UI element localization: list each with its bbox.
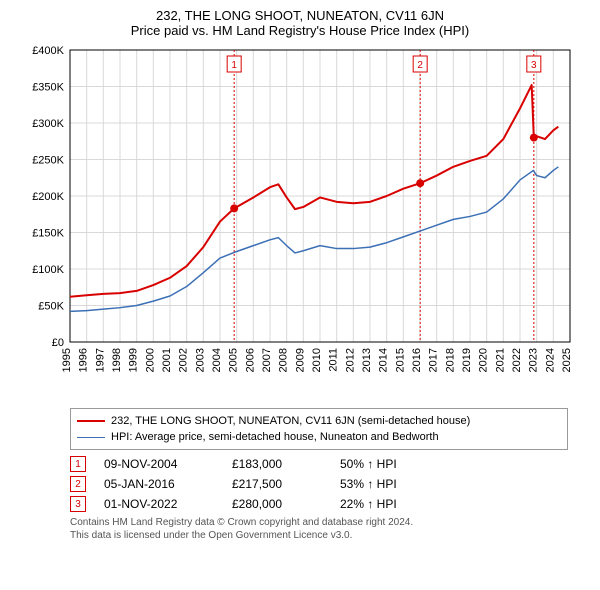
svg-text:£100K: £100K (32, 264, 64, 276)
svg-text:£300K: £300K (32, 118, 64, 130)
event-price: £183,000 (232, 457, 322, 471)
event-row: 3 01-NOV-2022 £280,000 22% ↑ HPI (70, 496, 568, 512)
legend-swatch (77, 420, 105, 422)
svg-text:2016: 2016 (411, 348, 423, 372)
legend-swatch (77, 437, 105, 438)
svg-text:2007: 2007 (261, 348, 273, 372)
svg-text:£150K: £150K (32, 228, 64, 240)
svg-text:1995: 1995 (61, 348, 73, 372)
svg-text:£250K: £250K (32, 155, 64, 167)
legend-row: HPI: Average price, semi-detached house,… (77, 429, 561, 445)
svg-text:1997: 1997 (94, 348, 106, 372)
event-date: 05-JAN-2016 (104, 477, 214, 491)
chart-title-line1: 232, THE LONG SHOOT, NUNEATON, CV11 6JN (10, 8, 590, 23)
attribution-text: Contains HM Land Registry data © Crown c… (70, 516, 568, 542)
event-price: £217,500 (232, 477, 322, 491)
svg-text:2019: 2019 (461, 348, 473, 372)
event-badge: 2 (70, 476, 86, 492)
svg-text:2024: 2024 (544, 348, 556, 372)
events-table: 1 09-NOV-2004 £183,000 50% ↑ HPI 2 05-JAN-201… (70, 456, 568, 512)
legend-label: 232, THE LONG SHOOT, NUNEATON, CV11 6JN … (111, 413, 470, 429)
event-pct: 22% ↑ HPI (340, 497, 450, 511)
event-date: 09-NOV-2004 (104, 457, 214, 471)
svg-text:£0: £0 (52, 337, 64, 349)
chart-area: £0 £50K £100K £150K £200K £250K £300K £350K £400… (20, 42, 580, 372)
svg-text:2025: 2025 (561, 348, 573, 372)
svg-text:1996: 1996 (78, 348, 90, 372)
svg-text:2012: 2012 (344, 348, 356, 372)
svg-text:2022: 2022 (511, 348, 523, 372)
chart-svg: £0 £50K £100K £150K £200K £250K £300K £350K £400… (20, 42, 580, 372)
svg-text:2017: 2017 (428, 348, 440, 372)
svg-text:2009: 2009 (294, 348, 306, 372)
event-badge: 1 (70, 456, 86, 472)
svg-text:2013: 2013 (361, 348, 373, 372)
svg-text:2001: 2001 (161, 348, 173, 372)
svg-text:£350K: £350K (32, 82, 64, 94)
svg-text:3: 3 (531, 60, 537, 71)
event-pct: 53% ↑ HPI (340, 477, 450, 491)
svg-text:2020: 2020 (478, 348, 490, 372)
legend-box: 232, THE LONG SHOOT, NUNEATON, CV11 6JN … (70, 408, 568, 450)
event-row: 2 05-JAN-2016 £217,500 53% ↑ HPI (70, 476, 568, 492)
svg-text:2023: 2023 (528, 348, 540, 372)
svg-text:2021: 2021 (494, 348, 506, 372)
svg-text:2010: 2010 (311, 348, 323, 372)
event-date: 01-NOV-2022 (104, 497, 214, 511)
svg-text:2005: 2005 (228, 348, 240, 372)
svg-text:2011: 2011 (328, 348, 340, 372)
svg-text:1998: 1998 (111, 348, 123, 372)
svg-text:2000: 2000 (144, 348, 156, 372)
svg-text:2015: 2015 (394, 348, 406, 372)
svg-text:2003: 2003 (194, 348, 206, 372)
event-pct: 50% ↑ HPI (340, 457, 450, 471)
svg-text:2008: 2008 (278, 348, 290, 372)
svg-text:£200K: £200K (32, 191, 64, 203)
attribution-line1: Contains HM Land Registry data © Crown c… (70, 516, 568, 529)
event-badge: 3 (70, 496, 86, 512)
svg-text:1: 1 (231, 60, 237, 71)
legend-row: 232, THE LONG SHOOT, NUNEATON, CV11 6JN … (77, 413, 561, 429)
svg-text:2: 2 (417, 60, 423, 71)
event-row: 1 09-NOV-2004 £183,000 50% ↑ HPI (70, 456, 568, 472)
svg-text:2018: 2018 (444, 348, 456, 372)
svg-text:2002: 2002 (178, 348, 190, 372)
svg-text:£400K: £400K (32, 45, 64, 57)
svg-text:2014: 2014 (378, 348, 390, 372)
event-price: £280,000 (232, 497, 322, 511)
attribution-line2: This data is licensed under the Open Gov… (70, 529, 568, 542)
figure-container: 232, THE LONG SHOOT, NUNEATON, CV11 6JN … (0, 0, 600, 590)
chart-title-line2: Price paid vs. HM Land Registry's House … (10, 23, 590, 38)
svg-text:£50K: £50K (38, 301, 64, 313)
legend-label: HPI: Average price, semi-detached house,… (111, 429, 439, 445)
svg-text:2006: 2006 (244, 348, 256, 372)
svg-text:1999: 1999 (128, 348, 140, 372)
svg-text:2004: 2004 (211, 348, 223, 372)
